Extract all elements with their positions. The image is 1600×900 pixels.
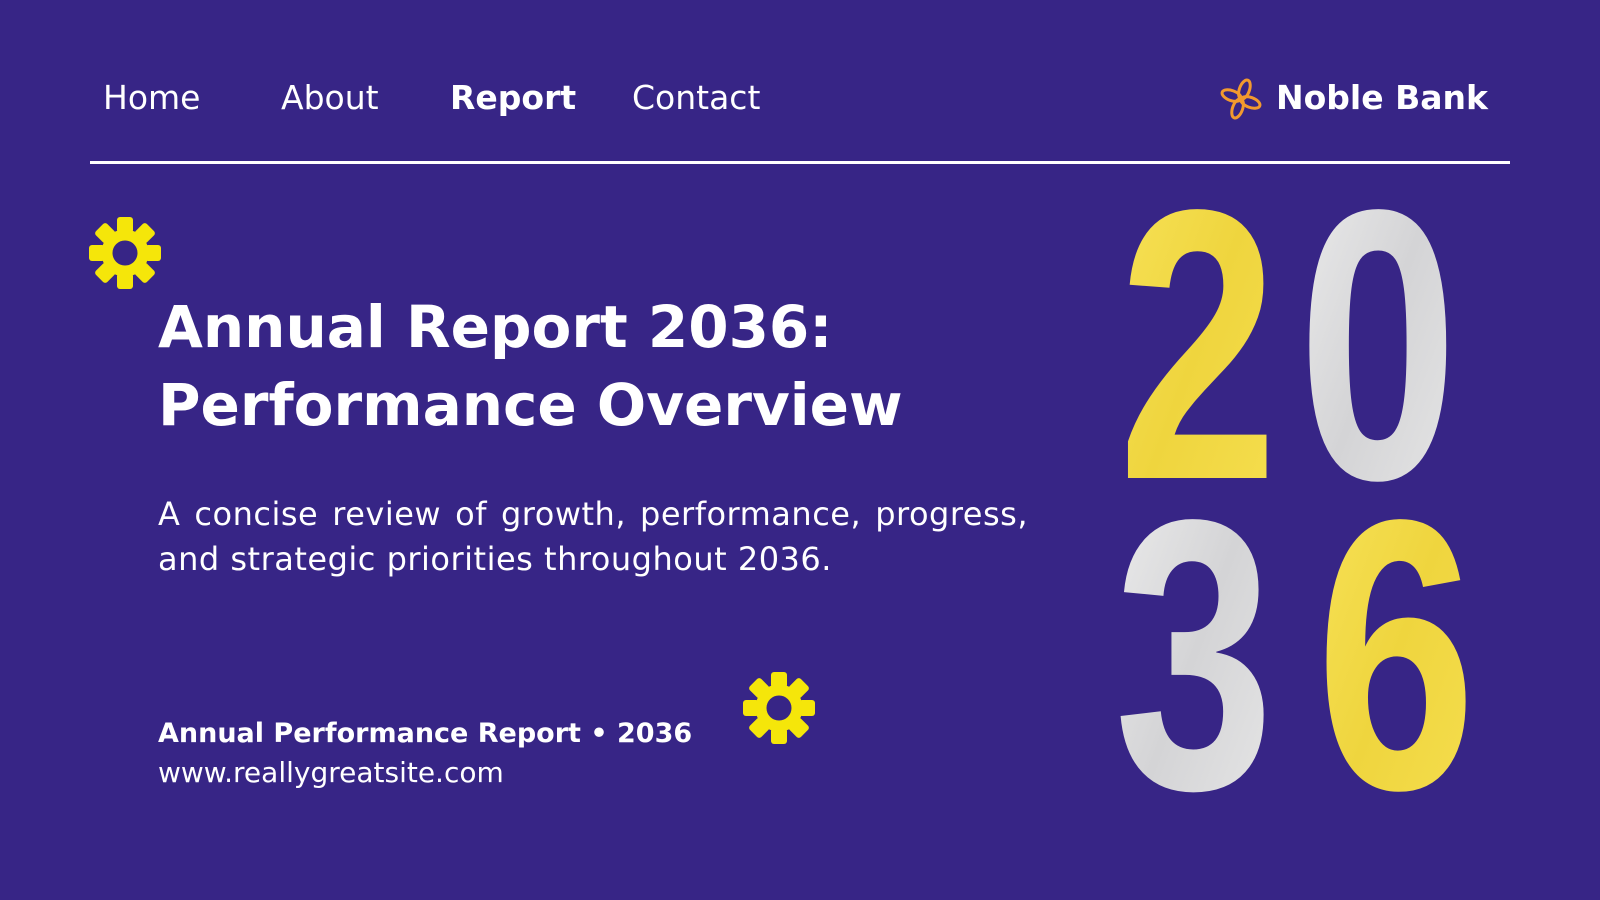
website-url: www.reallygreatsite.com [158, 756, 504, 789]
year-digit: 2 [1118, 190, 1278, 560]
report-footer: Annual Performance Report • 2036 [158, 718, 693, 749]
title-line: Performance Overview [158, 371, 903, 439]
year-digit: 0 [1298, 190, 1458, 560]
gear-icon [89, 217, 161, 289]
hero-title: Annual Report 2036: Performance Overview [158, 288, 903, 444]
year-graphic: 2 03 6 [1114, 190, 1476, 810]
nav-link[interactable]: Home [103, 78, 201, 117]
nav-link[interactable]: About [281, 78, 379, 117]
hero-description: A concise review of growth, performance,… [158, 495, 1028, 578]
brand-logo [1220, 78, 1262, 120]
year-digit: 3 [1114, 439, 1274, 810]
nav-link[interactable]: Report [450, 78, 577, 117]
nav-link[interactable]: Contact [632, 78, 761, 117]
gear-icon [743, 672, 815, 744]
year-digit: 6 [1316, 439, 1476, 810]
title-line: Annual Report 2036: [158, 293, 833, 361]
divider [90, 161, 1510, 164]
brand-name: Noble Bank [1276, 78, 1488, 117]
